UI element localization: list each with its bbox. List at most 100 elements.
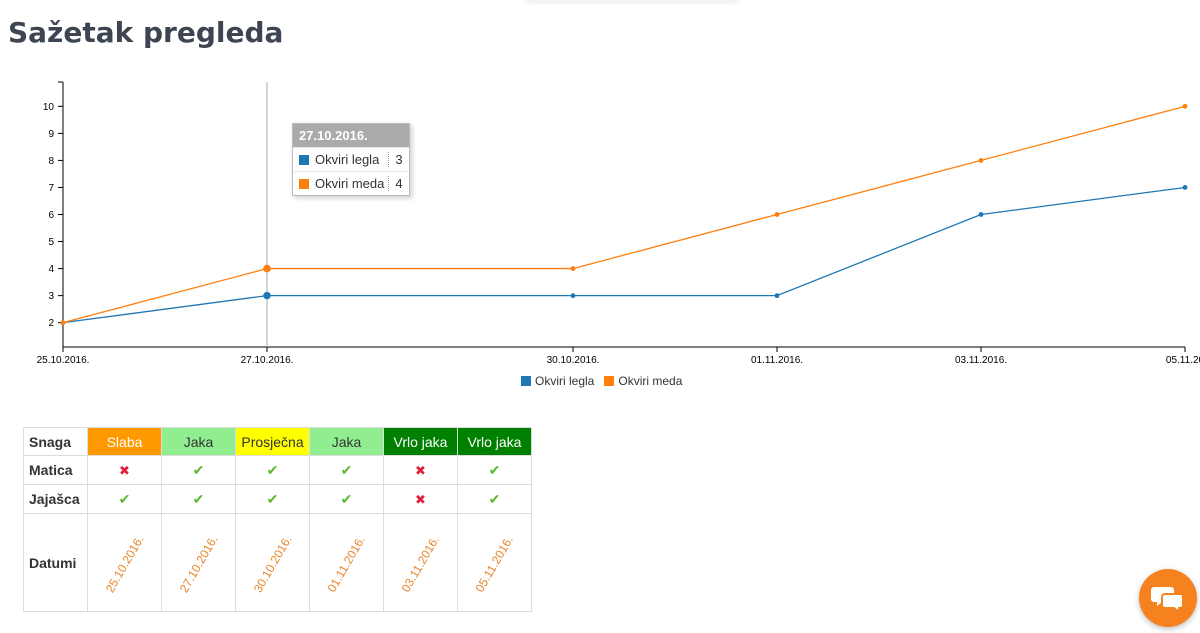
chat-button[interactable] <box>1139 569 1197 627</box>
y-tick-label: 4 <box>48 264 54 275</box>
tooltip-value: 4 <box>388 176 409 191</box>
check-icon: ✔ <box>266 461 279 478</box>
matica-cell: ✔ <box>235 455 310 485</box>
cross-icon: ✖ <box>415 491 426 507</box>
snaga-cell: Jaka <box>309 427 384 456</box>
x-tick-label: 25.10.2016. <box>37 355 90 366</box>
chart-series <box>60 103 1188 326</box>
jajasca-cell: ✔ <box>235 484 310 514</box>
series-line-meda <box>62 105 1186 324</box>
snaga-cell: Jaka <box>161 427 236 456</box>
check-icon: ✔ <box>340 461 353 478</box>
jajasca-cell: ✔ <box>309 484 384 514</box>
jajasca-cell: ✔ <box>87 484 162 514</box>
top-tab <box>525 0 740 2</box>
check-icon: ✔ <box>340 490 353 507</box>
date-link[interactable]: 01.11.2016. <box>324 532 369 595</box>
legend-label: Okviri meda <box>618 374 683 388</box>
legend-label: Okviri legla <box>535 374 595 388</box>
tooltip-swatch-meda <box>299 178 309 189</box>
cross-icon: ✖ <box>119 462 130 478</box>
y-tick-label: 9 <box>48 129 54 140</box>
chat-bubbles-icon <box>1151 587 1184 613</box>
x-tick-label: 03.11.2016. <box>955 355 1007 366</box>
matica-cell: ✔ <box>309 455 384 485</box>
check-icon: ✔ <box>266 490 279 507</box>
row-header-snaga: Snaga <box>23 427 88 456</box>
data-point <box>570 266 576 271</box>
date-link[interactable]: 30.10.2016. <box>250 532 295 595</box>
tooltip-swatch-legla <box>299 154 309 165</box>
tooltip-row-legla: Okviri legla 3 <box>293 147 409 171</box>
date-cell: 25.10.2016. <box>87 513 162 612</box>
data-point <box>263 291 271 300</box>
data-point <box>60 320 66 326</box>
date-cell: 05.11.2016. <box>457 513 532 612</box>
matica-cell: ✔ <box>161 455 236 485</box>
x-tick-label: 27.10.2016. <box>241 355 294 366</box>
check-icon: ✔ <box>118 490 131 507</box>
snaga-cell: Vrlo jaka <box>457 427 532 456</box>
tooltip-row-meda: Okviri meda 4 <box>293 171 409 195</box>
data-point <box>774 212 780 217</box>
data-point <box>978 158 984 163</box>
x-tick-label: 01.11.2016. <box>751 355 803 366</box>
jajasca-cell: ✔ <box>161 484 236 514</box>
data-point <box>1182 103 1188 109</box>
date-link[interactable]: 27.10.2016. <box>176 532 221 595</box>
snaga-cell: Prosječna <box>235 427 310 456</box>
snaga-cell: Slaba <box>87 427 162 456</box>
tooltip-value: 3 <box>388 152 409 167</box>
legend-swatch-meda <box>604 376 615 386</box>
jajasca-cell: ✖ <box>383 484 458 514</box>
matica-cell: ✖ <box>87 455 162 485</box>
date-cell: 30.10.2016. <box>235 513 310 612</box>
check-icon: ✔ <box>488 461 501 478</box>
series-line-legla <box>62 186 1186 324</box>
check-icon: ✔ <box>488 490 501 507</box>
row-header-matica: Matica <box>23 455 88 485</box>
date-cell: 03.11.2016. <box>383 513 458 612</box>
matica-cell: ✔ <box>457 455 532 485</box>
y-tick-label: 3 <box>48 291 54 302</box>
row-header-jajasca: Jajašca <box>23 484 88 514</box>
date-link[interactable]: 25.10.2016. <box>102 532 147 595</box>
date-cell: 27.10.2016. <box>161 513 236 612</box>
tooltip-name: Okviri meda <box>315 176 385 191</box>
jajasca-cell: ✔ <box>457 484 532 514</box>
legend-swatch-legla <box>521 376 531 386</box>
x-tick-label: 30.10.2016. <box>547 355 600 366</box>
data-point <box>1182 185 1188 190</box>
data-point <box>263 264 271 273</box>
row-header-datumi: Datumi <box>23 513 88 612</box>
cross-icon: ✖ <box>415 462 426 478</box>
legend-item-legla[interactable]: Okviri legla <box>521 374 594 388</box>
summary-table: Snaga Slaba Jaka Prosječna Jaka Vrlo jak… <box>23 427 532 612</box>
table-row-datumi: Datumi 25.10.2016. 27.10.2016. 30.10.201… <box>23 513 532 612</box>
table-row-matica: Matica ✖ ✔ ✔ ✔ ✖ ✔ <box>23 455 532 485</box>
chart-tooltip: 27.10.2016. Okviri legla 3 Okviri meda 4 <box>292 123 410 196</box>
x-tick-label: 05.11.20 <box>1166 355 1200 366</box>
date-link[interactable]: 03.11.2016. <box>398 532 443 595</box>
y-tick-label: 6 <box>48 210 54 221</box>
date-link[interactable]: 05.11.2016. <box>472 532 517 595</box>
date-cell: 01.11.2016. <box>309 513 384 612</box>
snaga-cell: Vrlo jaka <box>383 427 458 456</box>
legend-item-meda[interactable]: Okviri meda <box>604 374 682 388</box>
y-tick-label: 10 <box>43 102 55 113</box>
check-icon: ✔ <box>192 490 205 507</box>
check-icon: ✔ <box>192 461 205 478</box>
tooltip-date: 27.10.2016. <box>293 124 409 147</box>
data-point <box>774 293 780 299</box>
chart-legend: Okviri legla Okviri meda <box>521 374 682 388</box>
page-title: Sažetak pregleda <box>8 16 284 49</box>
table-row-snaga: Snaga Slaba Jaka Prosječna Jaka Vrlo jak… <box>23 427 532 456</box>
data-point <box>570 293 576 299</box>
line-chart[interactable]: 2 3 4 5 6 7 8 9 10 25.10.2016. 27.10.2016. 30.10.20… <box>0 70 1200 370</box>
y-tick-label: 5 <box>48 237 54 248</box>
tooltip-name: Okviri legla <box>315 152 380 167</box>
data-point <box>978 212 984 217</box>
y-tick-label: 8 <box>48 156 54 167</box>
table-row-jajasca: Jajašca ✔ ✔ ✔ ✔ ✖ ✔ <box>23 484 532 514</box>
y-tick-label: 2 <box>48 318 54 329</box>
